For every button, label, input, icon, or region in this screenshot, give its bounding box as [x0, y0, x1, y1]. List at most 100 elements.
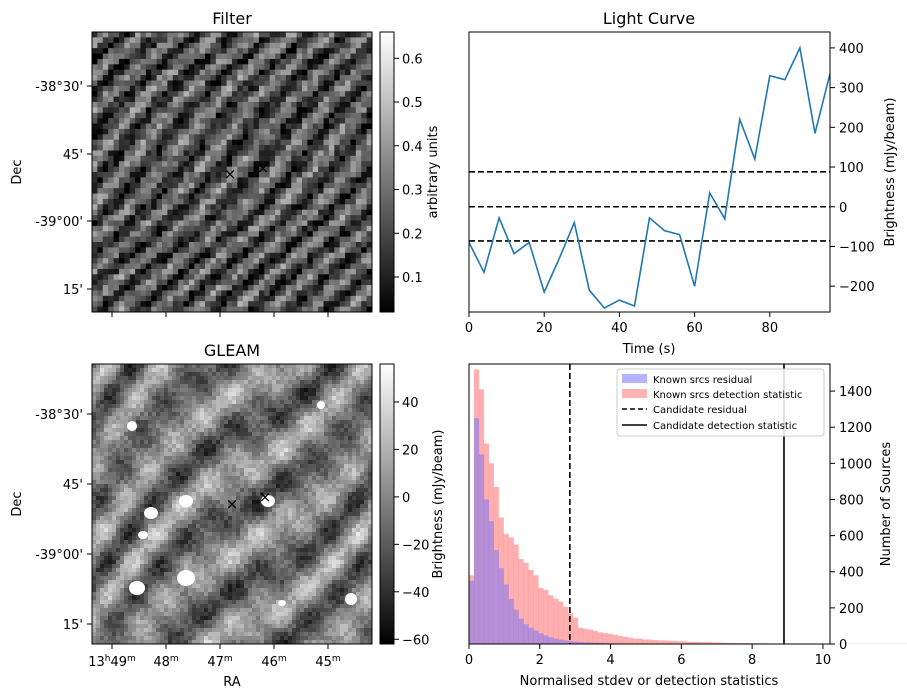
- histogram-bar: [568, 613, 574, 644]
- histogram-bar: [493, 550, 499, 644]
- histogram-bar: [582, 628, 589, 644]
- histogram-y-tick-label: 200: [839, 602, 864, 617]
- histogram-bar: [528, 627, 534, 644]
- histogram-bar: [706, 642, 712, 644]
- histogram-bar: [582, 642, 589, 644]
- gleam-ra-tick: 45m: [315, 654, 340, 670]
- legend-label-candidate-detection: Candidate detection statistic: [653, 421, 797, 432]
- histogram-bar: [627, 637, 633, 644]
- filter-dec-axis: -38°30' 45' -39°00' 15' Dec: [10, 80, 92, 298]
- colorbar-tick-label: 0: [402, 491, 410, 506]
- gleam-dec-tick: -39°00': [35, 548, 83, 563]
- lightcurve-x-tick-label: 0: [465, 321, 473, 336]
- legend-label-residual: Known srcs residual: [653, 375, 752, 386]
- colorbar-tick-label: 20: [402, 443, 419, 458]
- histogram-x-tick-label: 6: [677, 653, 685, 668]
- histogram-y-tick-label: 1400: [839, 385, 872, 400]
- filter-dec-tick: 15': [63, 283, 83, 298]
- filter-blue-cross-marker: ×: [257, 159, 270, 177]
- lightcurve-x-tick-label: 80: [762, 321, 779, 336]
- filter-dec-tick: -38°30': [35, 80, 83, 95]
- lightcurve-title: Light Curve: [603, 9, 695, 28]
- lightcurve-series-line: [469, 45, 830, 310]
- histogram-bar: [701, 642, 708, 644]
- histogram-bar: [672, 640, 678, 644]
- histogram-bar: [568, 641, 574, 644]
- histogram-bar: [513, 609, 519, 644]
- lightcurve-x-axis: 0 20 40 60 80: [465, 312, 778, 336]
- histogram-xlabel: Normalised stdev or detection statistics: [520, 674, 779, 689]
- lightcurve-frame: [468, 31, 831, 313]
- filter-panel: Filter -38°30' 45' -39°00' 15' Dec × ×: [10, 9, 441, 317]
- histogram-bar: [592, 642, 599, 644]
- gleam-dec-tick: 45': [63, 478, 83, 493]
- lightcurve-y-tick-label: −100: [839, 240, 875, 255]
- histogram-x-tick-label: 8: [748, 653, 756, 668]
- histogram-bar: [538, 633, 544, 644]
- histogram-bar: [622, 636, 628, 644]
- histogram-bar: [558, 601, 564, 644]
- histogram-bar: [573, 641, 579, 644]
- histogram-bar: [558, 639, 564, 644]
- histogram-y-tick-label: 1000: [839, 457, 872, 472]
- gleam-ra-axis: 13h49m 48m 47m 46m 45m RA: [88, 644, 341, 690]
- legend-swatch-residual: [622, 374, 647, 383]
- lightcurve-y-tick-label: 0: [839, 201, 847, 216]
- gleam-ra-tick: 48m: [153, 654, 178, 670]
- histogram-bar: [637, 638, 643, 644]
- gleam-dec-axis: -38°30' 45' -39°00' 15' Dec: [10, 408, 92, 633]
- lightcurve-y-tick-label: 100: [839, 161, 864, 176]
- colorbar-tick-label: 0.3: [402, 184, 423, 199]
- histogram-bar: [563, 640, 569, 644]
- histogram-y-tick-label: 0: [839, 638, 847, 653]
- legend-label-candidate-residual: Candidate residual: [653, 405, 747, 416]
- gleam-ra-tick: 13h49m: [88, 654, 136, 670]
- colorbar-tick-label: −40: [402, 586, 429, 601]
- lightcurve-x-tick-label: 20: [536, 321, 553, 336]
- histogram-y-tick-label: 600: [839, 530, 864, 545]
- histogram-bar: [488, 521, 494, 644]
- gleam-frame: [91, 363, 373, 645]
- histogram-bar: [473, 418, 480, 644]
- histogram-legend: Known srcs residual Known srcs detection…: [616, 368, 825, 437]
- histogram-bar: [548, 595, 554, 644]
- histogram-bar: [731, 642, 737, 644]
- histogram-bar: [587, 642, 594, 644]
- histogram-bar: [578, 642, 584, 644]
- gleam-title: GLEAM: [204, 341, 260, 360]
- histogram-bar: [578, 627, 584, 644]
- lightcurve-xlabel: Time (s): [622, 342, 676, 357]
- histogram-bar: [513, 544, 519, 644]
- gleam-dec-tick: 15': [63, 618, 83, 633]
- histogram-bar: [682, 641, 688, 644]
- histogram-bar: [647, 639, 653, 644]
- histogram-bar: [607, 633, 613, 644]
- histogram-bar: [483, 499, 490, 644]
- histogram-y-tick-label: 400: [839, 566, 864, 581]
- legend-swatch-detection: [622, 389, 647, 398]
- lightcurve-x-tick-label: 40: [611, 321, 628, 336]
- filter-image: [92, 32, 372, 312]
- histogram-bar: [711, 642, 717, 644]
- filter-title: Filter: [212, 9, 252, 28]
- colorbar-tick-label: 0.1: [402, 271, 423, 286]
- histogram-bar: [478, 454, 485, 644]
- filter-dec-tick: -39°00': [35, 215, 83, 230]
- colorbar-tick-label: 0.5: [402, 96, 423, 111]
- lightcurve-y-tick-label: 300: [839, 82, 864, 97]
- histogram-bar: [652, 640, 658, 644]
- legend-box: [616, 368, 825, 437]
- histogram-y-axis: 0 200 400 600 800 1000 1200 1400: [830, 385, 872, 653]
- histogram-bar: [592, 630, 599, 644]
- histogram-bar: [498, 568, 504, 644]
- gleam-dec-label: Dec: [10, 491, 25, 516]
- histogram-x-tick-label: 10: [815, 653, 832, 668]
- colorbar-tick-label: 0.4: [402, 140, 423, 155]
- filter-dec-tick: 45': [63, 148, 83, 163]
- lightcurve-x-tick-label: 60: [686, 321, 703, 336]
- histogram-bar: [508, 537, 514, 644]
- histogram-frame: [468, 363, 831, 645]
- filter-colorbar-label: arbitrary units: [426, 125, 441, 218]
- histogram-bar: [726, 642, 732, 644]
